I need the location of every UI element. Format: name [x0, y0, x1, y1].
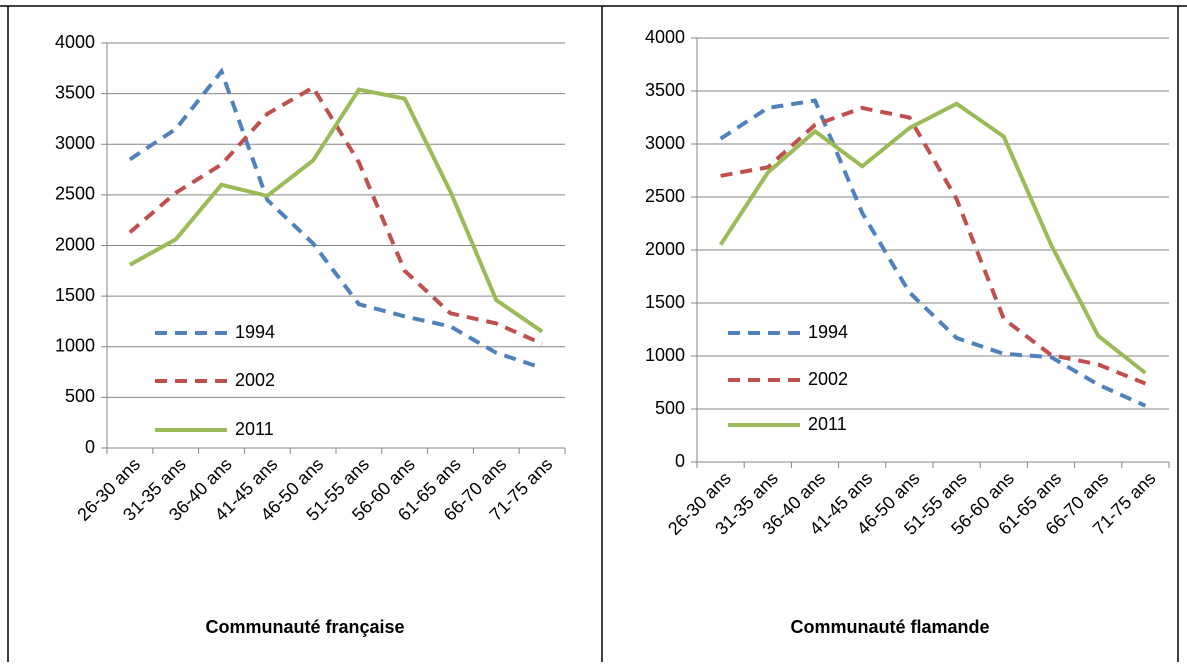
series-line	[718, 101, 1147, 375]
y-tick-label: 4000	[55, 32, 95, 52]
y-tick-label: 2000	[55, 234, 95, 254]
y-tick-label: 1500	[55, 285, 95, 305]
y-tick-label: 1000	[55, 336, 95, 356]
y-tick-label: 3000	[645, 133, 685, 153]
y-tick-label: 3000	[55, 133, 95, 153]
legend-label: 1994	[808, 322, 848, 342]
legend-label: 1994	[235, 322, 275, 342]
chart-title: Communauté française	[205, 617, 404, 637]
chart-title: Communauté flamande	[790, 617, 989, 637]
y-tick-label: 500	[65, 386, 95, 406]
legend-label: 2011	[808, 414, 847, 434]
y-tick-label: 500	[655, 398, 685, 418]
y-tick-label: 1500	[645, 292, 685, 312]
legend-label: 2002	[235, 370, 275, 390]
legend-label: 2011	[235, 419, 274, 439]
y-tick-label: 4000	[645, 27, 685, 47]
frame	[0, 5, 1187, 662]
series-line	[128, 87, 544, 334]
series-line	[128, 84, 543, 346]
y-tick-label: 0	[85, 437, 95, 457]
series-line	[720, 105, 1147, 386]
series-line	[719, 98, 1147, 408]
y-tick-label: 0	[675, 451, 685, 471]
y-tick-label: 2500	[55, 184, 95, 204]
y-tick-label: 3500	[645, 80, 685, 100]
y-tick-label: 2500	[645, 186, 685, 206]
y-tick-label: 2000	[645, 239, 685, 259]
series-line	[128, 67, 543, 370]
y-tick-label: 3500	[55, 82, 95, 102]
legend-label: 2002	[808, 369, 848, 389]
y-tick-label: 1000	[645, 345, 685, 365]
